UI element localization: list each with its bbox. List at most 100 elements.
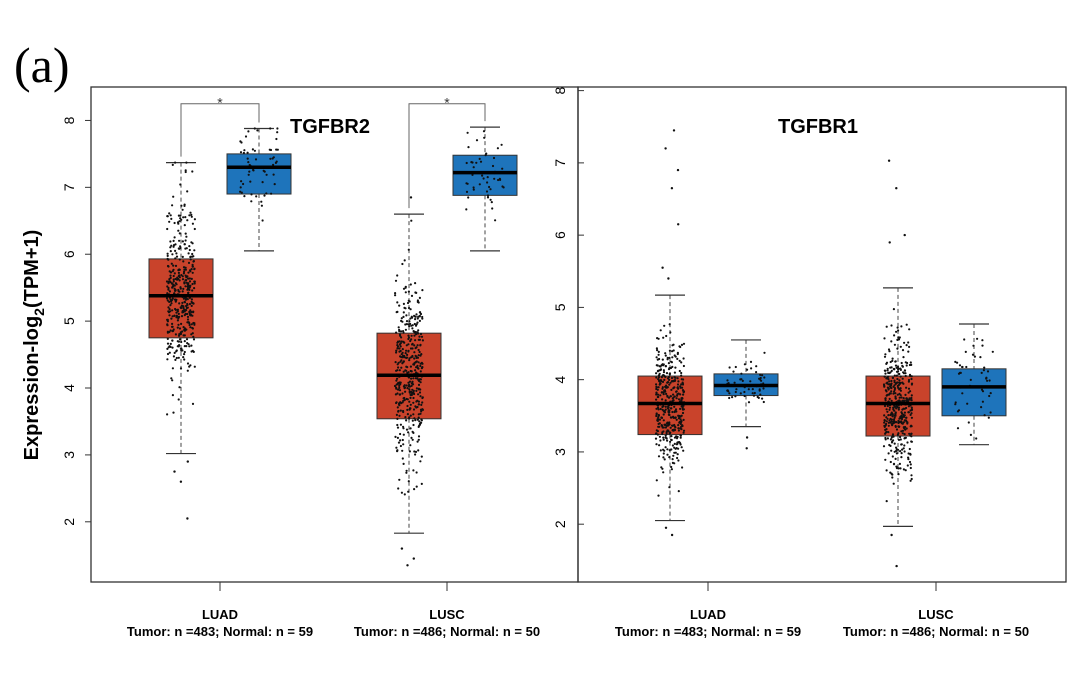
data-point [664,354,667,357]
data-point [172,274,175,278]
data-point [895,366,898,369]
data-point [975,437,978,440]
data-point [672,379,675,382]
data-point [181,255,184,258]
data-point [502,186,505,189]
data-point [263,194,266,197]
data-point [902,447,905,450]
data-point [410,384,413,387]
data-point [674,408,678,411]
data-point [408,416,411,419]
data-point [410,377,413,380]
data-point [168,300,171,303]
data-point [682,429,686,432]
data-point [193,365,196,368]
data-point [169,329,172,332]
data-point [666,453,669,456]
data-point [888,380,891,383]
data-point [896,377,899,381]
data-point [664,436,667,439]
box-iqr [226,153,292,195]
data-point [668,486,671,489]
data-point [755,365,758,368]
data-point [166,358,169,361]
data-point [261,181,264,184]
data-point [888,397,891,400]
data-point [465,190,469,193]
data-point [486,181,489,184]
data-point [182,326,185,329]
data-point [413,450,416,453]
data-point [166,227,169,231]
data-point [889,360,892,364]
data-point [169,214,172,217]
data-point [655,443,658,446]
data-point [186,190,189,193]
data-point [965,365,968,369]
data-point [404,328,407,331]
data-point [895,330,898,333]
data-point [682,364,686,368]
data-point [186,302,189,306]
data-point [395,401,398,404]
data-point [659,439,662,442]
data-point [900,411,903,414]
data-point [681,411,685,415]
data-point [190,304,193,307]
data-point [419,364,422,368]
data-point [403,341,406,344]
data-point [897,338,901,341]
data-point [672,393,675,396]
data-point [187,261,191,264]
data-point [910,396,913,400]
data-point [190,333,193,336]
data-point [173,314,176,317]
data-point [954,403,957,406]
data-point [402,425,405,428]
data-point [254,158,258,161]
data-point [178,386,181,389]
data-point [669,366,673,370]
data-point [396,382,399,385]
data-point [668,378,671,381]
data-point [179,367,183,370]
data-point [186,285,189,288]
data-point [404,285,407,288]
data-point [669,416,673,419]
data-point [177,275,180,278]
data-point [407,371,410,374]
y-tick-label: 3 [61,451,77,459]
data-point [167,288,170,291]
data-point [673,442,676,445]
data-point [186,369,189,372]
y-tick-label: 7 [61,183,77,191]
data-point [898,379,901,382]
data-point [903,399,906,402]
data-point [188,302,192,306]
data-point [169,304,172,307]
data-point [398,386,401,389]
data-point [169,274,172,277]
data-point [399,381,402,384]
data-point [398,330,401,333]
data-point [172,264,175,267]
data-point [670,360,673,363]
data-point [890,379,893,383]
data-point [188,245,191,248]
data-point [174,358,177,361]
data-point [398,384,401,387]
data-point [397,366,400,369]
data-point [396,417,399,420]
data-point [191,252,194,256]
data-point [910,440,914,443]
data-point [910,474,913,477]
data-point [655,386,658,389]
data-point [404,291,407,294]
y-axis-label: Expression-log2(TPM+1) [21,230,47,461]
data-point [405,469,408,472]
data-point [185,161,188,164]
data-point [181,208,184,211]
data-point [248,170,251,173]
data-point [655,398,658,401]
outlier-point [186,460,189,463]
